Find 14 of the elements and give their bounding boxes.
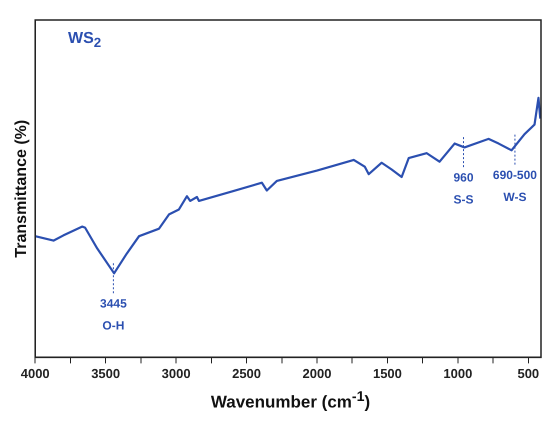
annotation: 690-500 W-S — [492, 168, 538, 204]
x-tick-label: 3500 — [91, 366, 120, 381]
x-tick-label: 500 — [517, 366, 540, 381]
chart-title: WS$_{2}$ — [68, 30, 102, 50]
y-axis-title: Transmittance (%) — [13, 120, 30, 258]
x-tick-label: 2000 — [302, 366, 332, 381]
x-tick-label: 1500 — [372, 366, 402, 381]
annotation: 3445 O-H — [100, 296, 128, 333]
annotation: 960 S-S — [453, 170, 474, 206]
x-tick-label: 4000 — [20, 366, 50, 381]
x-tick-label: 3000 — [162, 366, 191, 381]
x-tick-label: 2500 — [232, 366, 261, 381]
x-tick-label: 1000 — [443, 366, 472, 381]
x-axis-title: Wavenumber (cm$^{-1}$) — [210, 389, 372, 413]
